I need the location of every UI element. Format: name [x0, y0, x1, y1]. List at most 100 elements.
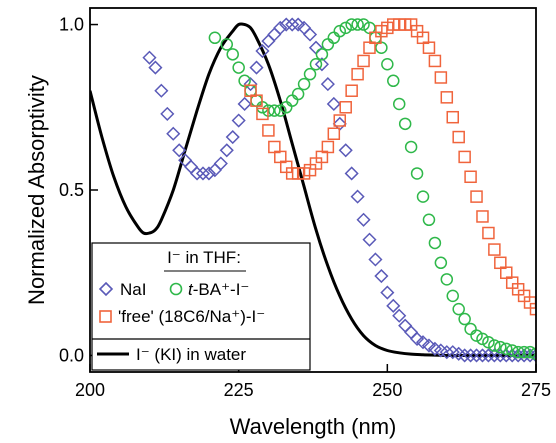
point-free	[357, 54, 370, 68]
point-nai	[517, 348, 532, 363]
point-nai	[356, 212, 371, 227]
point-nai	[225, 129, 240, 145]
legend-free-label: 'free' (18C6/Na⁺)-I⁻	[118, 307, 265, 326]
point-tba	[309, 58, 323, 71]
y-axis-label: Normalized Absorptivity	[24, 75, 49, 305]
point-nai	[469, 348, 484, 363]
point-tba	[404, 140, 418, 154]
point-free	[529, 302, 536, 316]
point-nai	[148, 60, 163, 75]
point-tba	[327, 31, 341, 45]
y-tick-label: 0.5	[59, 180, 84, 200]
point-tba	[220, 38, 234, 51]
point-free	[458, 150, 471, 164]
point-free	[434, 71, 448, 84]
point-nai	[249, 60, 264, 75]
point-free	[351, 67, 364, 81]
point-nai	[172, 143, 187, 158]
legend-free-marker	[99, 310, 112, 323]
point-free	[464, 170, 477, 184]
point-nai	[392, 308, 407, 323]
point-tba	[446, 289, 459, 303]
point-nai	[273, 20, 288, 35]
point-tba	[452, 302, 465, 316]
point-tba	[517, 345, 531, 359]
point-tba	[482, 335, 495, 349]
point-free	[452, 130, 465, 144]
point-nai	[511, 348, 526, 363]
point-nai	[314, 57, 329, 72]
point-free	[327, 127, 341, 140]
point-nai	[439, 345, 454, 360]
point-nai	[154, 83, 169, 98]
legend-water-label: I⁻ (KI) in water	[136, 345, 246, 364]
point-tba	[315, 48, 329, 61]
point-nai	[344, 166, 359, 181]
point-tba	[416, 190, 430, 203]
point-tba	[226, 48, 239, 61]
point-tba	[505, 344, 519, 357]
point-nai	[142, 50, 157, 65]
point-nai	[195, 166, 211, 181]
point-free	[422, 41, 436, 54]
point-nai	[302, 27, 318, 42]
point-nai	[338, 143, 353, 158]
point-nai	[326, 96, 341, 112]
point-nai	[267, 27, 282, 42]
point-free	[446, 110, 459, 124]
point-nai	[160, 106, 175, 121]
point-tba	[303, 67, 317, 81]
y-tick-label: 1.0	[59, 15, 84, 35]
point-nai	[291, 17, 306, 32]
legend-nai-label: NaI	[120, 280, 146, 299]
legend: I⁻ in THF: NaI t-BA⁺-I⁻ 'free' (18C6/Na⁺…	[91, 242, 311, 371]
legend-box	[91, 242, 311, 371]
point-nai	[475, 348, 490, 363]
point-free	[262, 124, 275, 137]
legend-tba-marker	[169, 282, 183, 296]
legend-tba-rest: -BA⁺-I⁻	[193, 280, 250, 299]
x-tick-label: 275	[521, 380, 551, 400]
point-nai	[201, 166, 216, 181]
point-nai	[415, 335, 431, 350]
point-tba	[297, 77, 311, 91]
point-nai	[261, 34, 276, 49]
point-tba	[500, 342, 513, 356]
point-tba	[422, 213, 436, 227]
point-nai	[522, 348, 536, 363]
point-tba	[434, 256, 448, 270]
point-tba	[333, 24, 347, 38]
point-nai	[457, 348, 472, 363]
point-free	[256, 107, 269, 121]
point-free	[339, 101, 352, 114]
point-nai	[213, 156, 228, 171]
point-tba	[488, 339, 501, 352]
x-tick-label: 200	[75, 380, 105, 400]
point-tba	[291, 87, 305, 101]
point-nai	[528, 348, 536, 363]
point-tba	[339, 21, 352, 35]
point-free	[333, 114, 347, 127]
point-nai	[398, 318, 413, 333]
point-nai	[386, 298, 401, 313]
point-free	[488, 243, 501, 256]
point-nai	[285, 17, 300, 32]
point-tba	[345, 18, 358, 31]
point-free	[482, 226, 495, 240]
legend-tba-prefix: t	[188, 280, 194, 299]
series-line-water	[90, 22, 536, 357]
point-tba	[410, 167, 424, 180]
point-nai	[279, 17, 294, 32]
point-tba	[398, 117, 412, 131]
point-nai	[421, 338, 437, 353]
series-layer	[90, 17, 536, 363]
point-tba	[392, 97, 406, 111]
point-nai	[189, 166, 205, 181]
point-free	[476, 210, 489, 223]
point-free	[345, 84, 358, 97]
point-free	[428, 54, 442, 68]
point-tba	[529, 347, 536, 361]
point-nai	[374, 268, 389, 284]
point-free	[321, 140, 335, 154]
